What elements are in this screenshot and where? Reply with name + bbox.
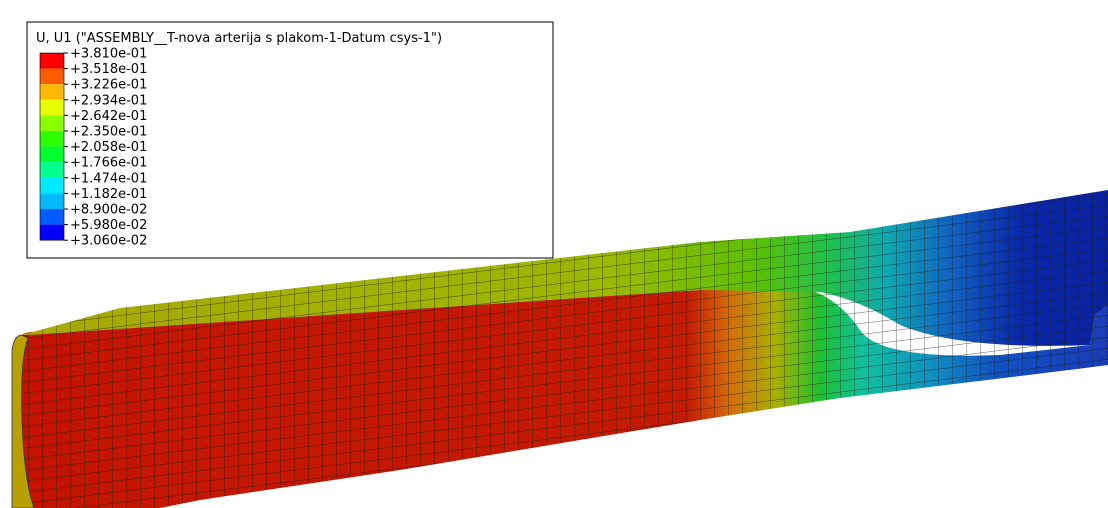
viewport: U, U1 ("ASSEMBLY__T-nova arterija s plak… (0, 0, 1108, 508)
color-swatch (40, 147, 64, 163)
legend-label: +2.350e-01 (70, 125, 147, 140)
legend-label: +1.474e-01 (70, 171, 147, 186)
legend: U, U1 ("ASSEMBLY__T-nova arterija s plak… (27, 22, 553, 258)
legend-title: U, U1 ("ASSEMBLY__T-nova arterija s plak… (36, 31, 442, 46)
color-swatch (40, 115, 64, 131)
color-swatch (40, 100, 64, 116)
color-swatch (40, 209, 64, 225)
legend-label: +2.642e-01 (70, 109, 147, 124)
legend-label: +3.060e-02 (70, 234, 147, 249)
color-swatch (40, 131, 64, 147)
color-swatch (40, 69, 64, 85)
legend-label: +3.810e-01 (70, 47, 147, 62)
color-swatch (40, 162, 64, 178)
legend-label: +2.934e-01 (70, 93, 147, 108)
color-swatch (40, 84, 64, 100)
legend-label: +1.766e-01 (70, 156, 147, 171)
legend-label: +3.518e-01 (70, 62, 147, 77)
color-swatch (40, 53, 64, 69)
page: U, U1 ("ASSEMBLY__T-nova arterija s plak… (0, 0, 1108, 508)
legend-label: +3.226e-01 (70, 78, 147, 93)
legend-label: +5.980e-02 (70, 218, 147, 233)
legend-label: +1.182e-01 (70, 187, 147, 202)
color-swatch (40, 193, 64, 209)
color-swatch (40, 178, 64, 194)
color-swatch (40, 225, 64, 241)
legend-label: +2.058e-01 (70, 140, 147, 155)
legend-label: +8.900e-02 (70, 203, 147, 218)
